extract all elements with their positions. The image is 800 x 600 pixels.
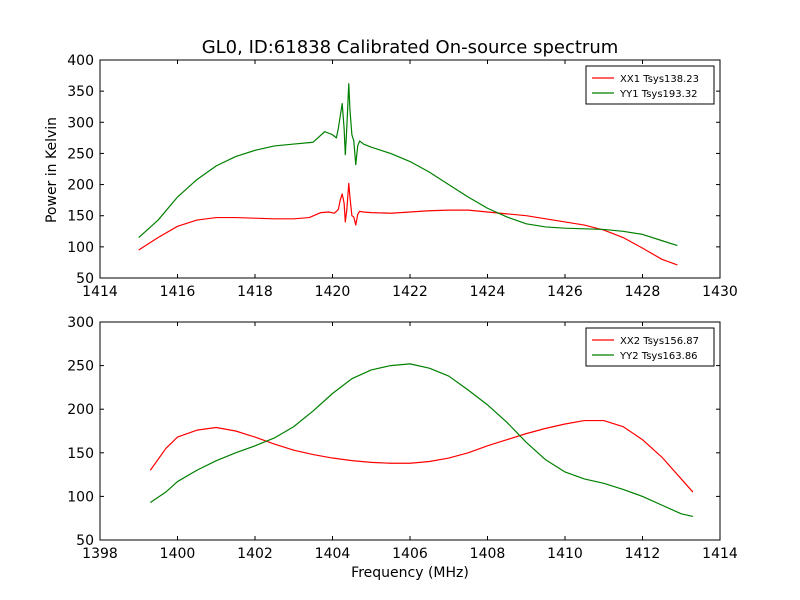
bottom-x-tick-label: 1412 bbox=[625, 546, 661, 562]
top-x-tick-label: 1418 bbox=[237, 284, 273, 300]
bottom-legend-label-1: XX2 Tsys156.87 bbox=[620, 336, 699, 347]
top-legend-label-1: XX1 Tsys138.23 bbox=[620, 74, 699, 85]
bottom-y-tick-label: 100 bbox=[67, 489, 94, 505]
top-y-tick-label: 50 bbox=[76, 271, 94, 287]
bottom-x-tick-label: 1404 bbox=[315, 546, 351, 562]
top-x-tick-label: 1422 bbox=[392, 284, 428, 300]
bottom-x-axis-label: Frequency (MHz) bbox=[351, 565, 469, 581]
top-x-tick-label: 1420 bbox=[315, 284, 351, 300]
top-series-line-1 bbox=[138, 182, 678, 266]
bottom-x-tick-label: 1400 bbox=[160, 546, 196, 562]
bottom-y-tick-label: 250 bbox=[67, 359, 94, 375]
top-panel: 1414 1416 1418 1420 1422 1424 1426 1428 1430 50 10… bbox=[67, 53, 738, 300]
bottom-legend-box bbox=[585, 327, 715, 367]
top-y-axis-label: Power in Kelvin bbox=[44, 117, 60, 223]
bottom-x-tick-label: 1398 bbox=[82, 546, 118, 562]
top-y-tick-label: 350 bbox=[67, 84, 94, 100]
top-legend-label-2: YY1 Tsys193.32 bbox=[619, 89, 698, 100]
top-y-tick-label: 400 bbox=[67, 53, 94, 69]
bottom-panel: 1398 1400 1402 1404 1406 1408 1410 1412 1414 50 10… bbox=[67, 315, 738, 562]
top-x-tick-label: 1416 bbox=[160, 284, 196, 300]
bottom-series-line-1 bbox=[149, 419, 694, 493]
bottom-y-tick-label: 200 bbox=[67, 402, 94, 418]
top-y-tick-label: 150 bbox=[67, 209, 94, 225]
top-y-tick-label: 200 bbox=[67, 178, 94, 194]
top-x-tick-label: 1424 bbox=[470, 284, 506, 300]
top-legend-box bbox=[585, 65, 715, 105]
bottom-y-tick-label: 300 bbox=[67, 315, 94, 331]
top-x-tick-label: 1426 bbox=[547, 284, 583, 300]
bottom-x-tick-label: 1402 bbox=[237, 546, 273, 562]
top-y-tick-label: 250 bbox=[67, 146, 94, 162]
top-y-tick-label: 100 bbox=[67, 240, 94, 256]
bottom-x-tick-label: 1406 bbox=[392, 546, 428, 562]
bottom-y-tick-label: 50 bbox=[76, 533, 94, 549]
top-x-tick-label: 1428 bbox=[625, 284, 661, 300]
figure-title: GL0, ID:61838 Calibrated On-source spect… bbox=[202, 37, 619, 58]
top-x-tick-label: 1430 bbox=[702, 284, 738, 300]
bottom-legend-label-2: YY2 Tsys163.86 bbox=[619, 351, 698, 362]
bottom-x-tick-label: 1408 bbox=[470, 546, 506, 562]
bottom-x-tick-label: 1414 bbox=[702, 546, 738, 562]
top-y-tick-label: 300 bbox=[67, 115, 94, 131]
top-x-tick-label: 1414 bbox=[82, 284, 118, 300]
bottom-x-tick-label: 1410 bbox=[547, 546, 583, 562]
bottom-y-tick-label: 150 bbox=[67, 446, 94, 462]
bottom-series-line-2 bbox=[150, 363, 694, 518]
top-series-line-2 bbox=[138, 83, 678, 247]
